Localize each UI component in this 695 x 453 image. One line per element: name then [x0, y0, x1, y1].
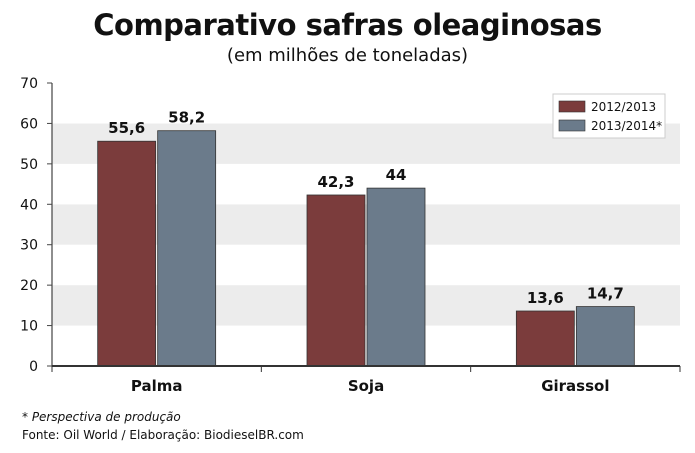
x-category-label: Palma [131, 377, 183, 395]
legend: 2012/2013 2013/2014* [552, 93, 666, 139]
grid-band [52, 244, 680, 286]
data-label: 58,2 [168, 109, 205, 127]
grid-band [52, 204, 680, 245]
data-label: 13,6 [527, 289, 564, 307]
y-tick-label: 30 [20, 238, 38, 254]
bar-soja-0 [306, 194, 366, 367]
bar-girassol-0 [515, 310, 575, 367]
bar-soja-1 [366, 187, 426, 367]
chart-title: Comparativo safras oleaginosas [93, 8, 602, 42]
legend-swatch [558, 100, 586, 113]
y-tick-label: 10 [20, 319, 38, 335]
y-tick-label: 70 [20, 76, 38, 92]
source-note: Fonte: Oil World / Elaboração: Biodiesel… [22, 428, 304, 442]
y-tick-label: 0 [29, 359, 38, 375]
x-axis: Palma Soja Girassol [51, 365, 681, 395]
chart-subtitle: (em milhões de toneladas) [226, 45, 469, 66]
grid-band [52, 163, 680, 205]
y-axis: 0 10 20 30 40 50 60 70 [20, 76, 53, 375]
y-tick-label: 60 [20, 116, 38, 132]
bar-palma-0 [97, 140, 157, 367]
legend-label: 2013/2014* [591, 119, 662, 133]
footnote: * Perspectiva de produção [22, 410, 181, 424]
legend-label: 2012/2013 [591, 100, 656, 114]
data-label: 14,7 [587, 285, 624, 303]
bar-girassol-1 [575, 306, 635, 367]
x-category-label: Soja [348, 377, 384, 395]
bar-palma-1 [157, 130, 217, 367]
data-label: 44 [386, 166, 407, 184]
data-label: 42,3 [317, 173, 354, 191]
y-tick-label: 50 [20, 157, 38, 173]
grid-band [52, 325, 680, 366]
grid-band [52, 285, 680, 326]
y-tick-label: 20 [20, 278, 38, 294]
legend-swatch [558, 119, 586, 132]
x-category-label: Girassol [541, 377, 609, 395]
y-tick-label: 40 [20, 197, 38, 213]
data-label: 55,6 [108, 119, 145, 137]
